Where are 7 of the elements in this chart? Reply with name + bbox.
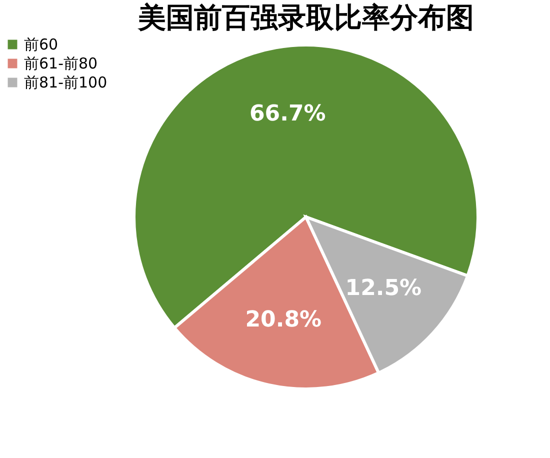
legend-label: 前81-前100 bbox=[24, 74, 108, 92]
chart-title: 美国前百强录取比率分布图 bbox=[137, 1, 474, 34]
data-label: 12.5% bbox=[345, 276, 422, 301]
data-label: 20.8% bbox=[245, 308, 322, 333]
data-label: 66.7% bbox=[249, 102, 326, 127]
legend-label: 前61-前80 bbox=[24, 54, 98, 72]
legend-label: 前60 bbox=[24, 36, 58, 54]
